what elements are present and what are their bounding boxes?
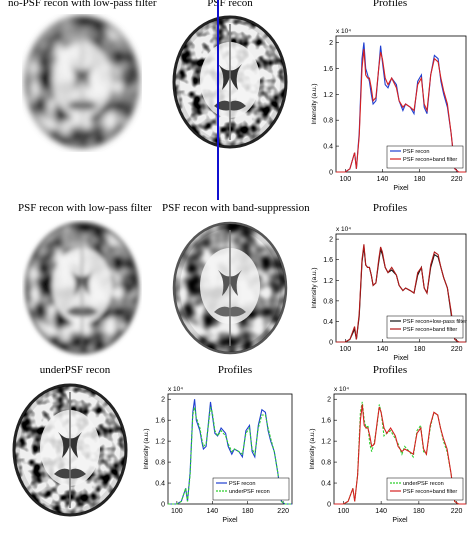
y-axis-label: Intensity (a.u.) bbox=[311, 83, 318, 124]
x-tick-label: 180 bbox=[414, 346, 426, 353]
series-line-1 bbox=[336, 48, 466, 173]
y-exponent-label: x 10⁴ bbox=[336, 226, 351, 233]
profile-chart-3: x 10⁴ 0 0.4 0.8 1.2 1.6 2 100 140 180 220 Pixel Inte… bbox=[140, 380, 300, 530]
y-exponent-label: x 10⁴ bbox=[336, 28, 351, 35]
y-tick-label: 2 bbox=[327, 397, 331, 404]
brain-scan-no-psf-lowpass bbox=[22, 14, 142, 157]
panel-title-profiles-1: Profiles bbox=[372, 0, 408, 9]
legend-label: PSF recon+low-pass filter bbox=[403, 319, 467, 325]
profile-line-marker bbox=[217, 0, 219, 200]
x-tick-label: 140 bbox=[375, 508, 387, 515]
panel-title-psf-band: PSF recon with band-suppression bbox=[162, 202, 310, 214]
legend-box bbox=[386, 315, 464, 339]
profile-chart-2: x 10⁴ 0 0.4 0.8 1.2 1.6 2 100 140 180 220 Pixel Inte… bbox=[308, 220, 474, 368]
brain-scan-under-psf bbox=[10, 382, 130, 525]
y-tick-label: 0.8 bbox=[321, 460, 331, 467]
panel-title-psf-recon: PSF recon bbox=[207, 0, 253, 9]
legend-label: PSF recon+band filter bbox=[403, 327, 457, 333]
legend-label: PSF recon+band filter bbox=[403, 489, 457, 495]
x-tick-label: 180 bbox=[413, 508, 425, 515]
y-tick-label: 0 bbox=[329, 340, 333, 347]
series-line-1 bbox=[336, 244, 466, 343]
legend-label: PSF recon+band filter bbox=[403, 157, 457, 163]
x-axis-label: Pixel bbox=[222, 517, 238, 524]
series-line-0 bbox=[168, 399, 292, 505]
x-tick-label: 100 bbox=[338, 508, 350, 515]
y-tick-label: 1.6 bbox=[323, 257, 333, 264]
x-tick-label: 220 bbox=[451, 176, 463, 183]
y-tick-label: 0.8 bbox=[155, 460, 165, 467]
panel-title-profiles-2: Profiles bbox=[372, 202, 408, 214]
y-tick-label: 2 bbox=[161, 397, 165, 404]
panel-title-under-psf: underPSF recon bbox=[39, 364, 111, 376]
y-tick-label: 0 bbox=[329, 170, 333, 177]
x-tick-label: 100 bbox=[171, 508, 183, 515]
y-tick-label: 0 bbox=[327, 502, 331, 509]
legend-label: PSF recon bbox=[229, 481, 255, 487]
y-tick-label: 1.2 bbox=[323, 92, 333, 99]
series-line-1 bbox=[168, 406, 292, 505]
y-tick-label: 2 bbox=[329, 237, 333, 244]
brain-scan-psf-lowpass bbox=[22, 220, 142, 363]
x-axis-label: Pixel bbox=[393, 185, 409, 192]
y-tick-label: 1.2 bbox=[155, 439, 165, 446]
y-exponent-label: x 10⁴ bbox=[334, 386, 349, 393]
y-axis-label: Intensity (a.u.) bbox=[143, 428, 150, 469]
panel-title-psf-lowpass: PSF recon with low-pass filter bbox=[18, 202, 152, 214]
x-tick-label: 140 bbox=[206, 508, 218, 515]
y-tick-label: 0.8 bbox=[323, 118, 333, 125]
x-axis-label: Pixel bbox=[392, 517, 408, 524]
legend-box bbox=[386, 145, 464, 169]
y-tick-label: 0.4 bbox=[323, 319, 333, 326]
x-tick-label: 140 bbox=[377, 346, 389, 353]
x-axis-label: Pixel bbox=[393, 355, 409, 362]
legend-box bbox=[212, 477, 290, 501]
profile-chart-4: x 10⁴ 0 0.4 0.8 1.2 1.6 2 100 140 180 220 Pixel Inte… bbox=[306, 380, 474, 530]
brain-scan-psf-band bbox=[170, 220, 290, 363]
panel-title-profiles-3: Profiles bbox=[217, 364, 253, 376]
y-tick-label: 1.6 bbox=[323, 66, 333, 73]
x-tick-label: 180 bbox=[242, 508, 254, 515]
x-tick-label: 220 bbox=[451, 508, 463, 515]
y-tick-label: 0.4 bbox=[323, 144, 333, 151]
panel-title-profiles-4: Profiles bbox=[372, 364, 408, 376]
series-line-1 bbox=[334, 404, 466, 505]
y-tick-label: 0.4 bbox=[155, 481, 165, 488]
y-tick-label: 0.4 bbox=[321, 481, 331, 488]
y-tick-label: 0.8 bbox=[323, 298, 333, 305]
y-axis-label: Intensity (a.u.) bbox=[311, 267, 318, 308]
x-tick-label: 140 bbox=[377, 176, 389, 183]
legend-box bbox=[386, 477, 464, 501]
y-tick-label: 1.2 bbox=[323, 278, 333, 285]
x-tick-label: 100 bbox=[339, 176, 351, 183]
y-tick-label: 0 bbox=[161, 502, 165, 509]
x-tick-label: 180 bbox=[414, 176, 426, 183]
brain-scan-psf-recon bbox=[170, 14, 290, 157]
legend-label: PSF recon bbox=[403, 149, 429, 155]
y-tick-label: 1.6 bbox=[155, 418, 165, 425]
x-tick-label: 100 bbox=[339, 346, 351, 353]
x-tick-label: 220 bbox=[451, 346, 463, 353]
legend-label: underPSF recon bbox=[229, 489, 270, 495]
y-tick-label: 1.2 bbox=[321, 439, 331, 446]
y-tick-label: 1.6 bbox=[321, 418, 331, 425]
y-exponent-label: x 10⁴ bbox=[168, 386, 183, 393]
series-line-0 bbox=[334, 401, 466, 505]
panel-title-no-psf-lowpass: no-PSF recon with low-pass filter bbox=[8, 0, 157, 9]
y-tick-label: 2 bbox=[329, 40, 333, 47]
x-tick-label: 220 bbox=[277, 508, 289, 515]
y-axis-label: Intensity (a.u.) bbox=[309, 428, 316, 469]
legend-label: underPSF recon bbox=[403, 481, 444, 487]
profile-chart-1: x 10⁴ 0 0.4 0.8 1.2 1.6 2 100 140 180 220 Pixel Inte… bbox=[308, 22, 474, 198]
